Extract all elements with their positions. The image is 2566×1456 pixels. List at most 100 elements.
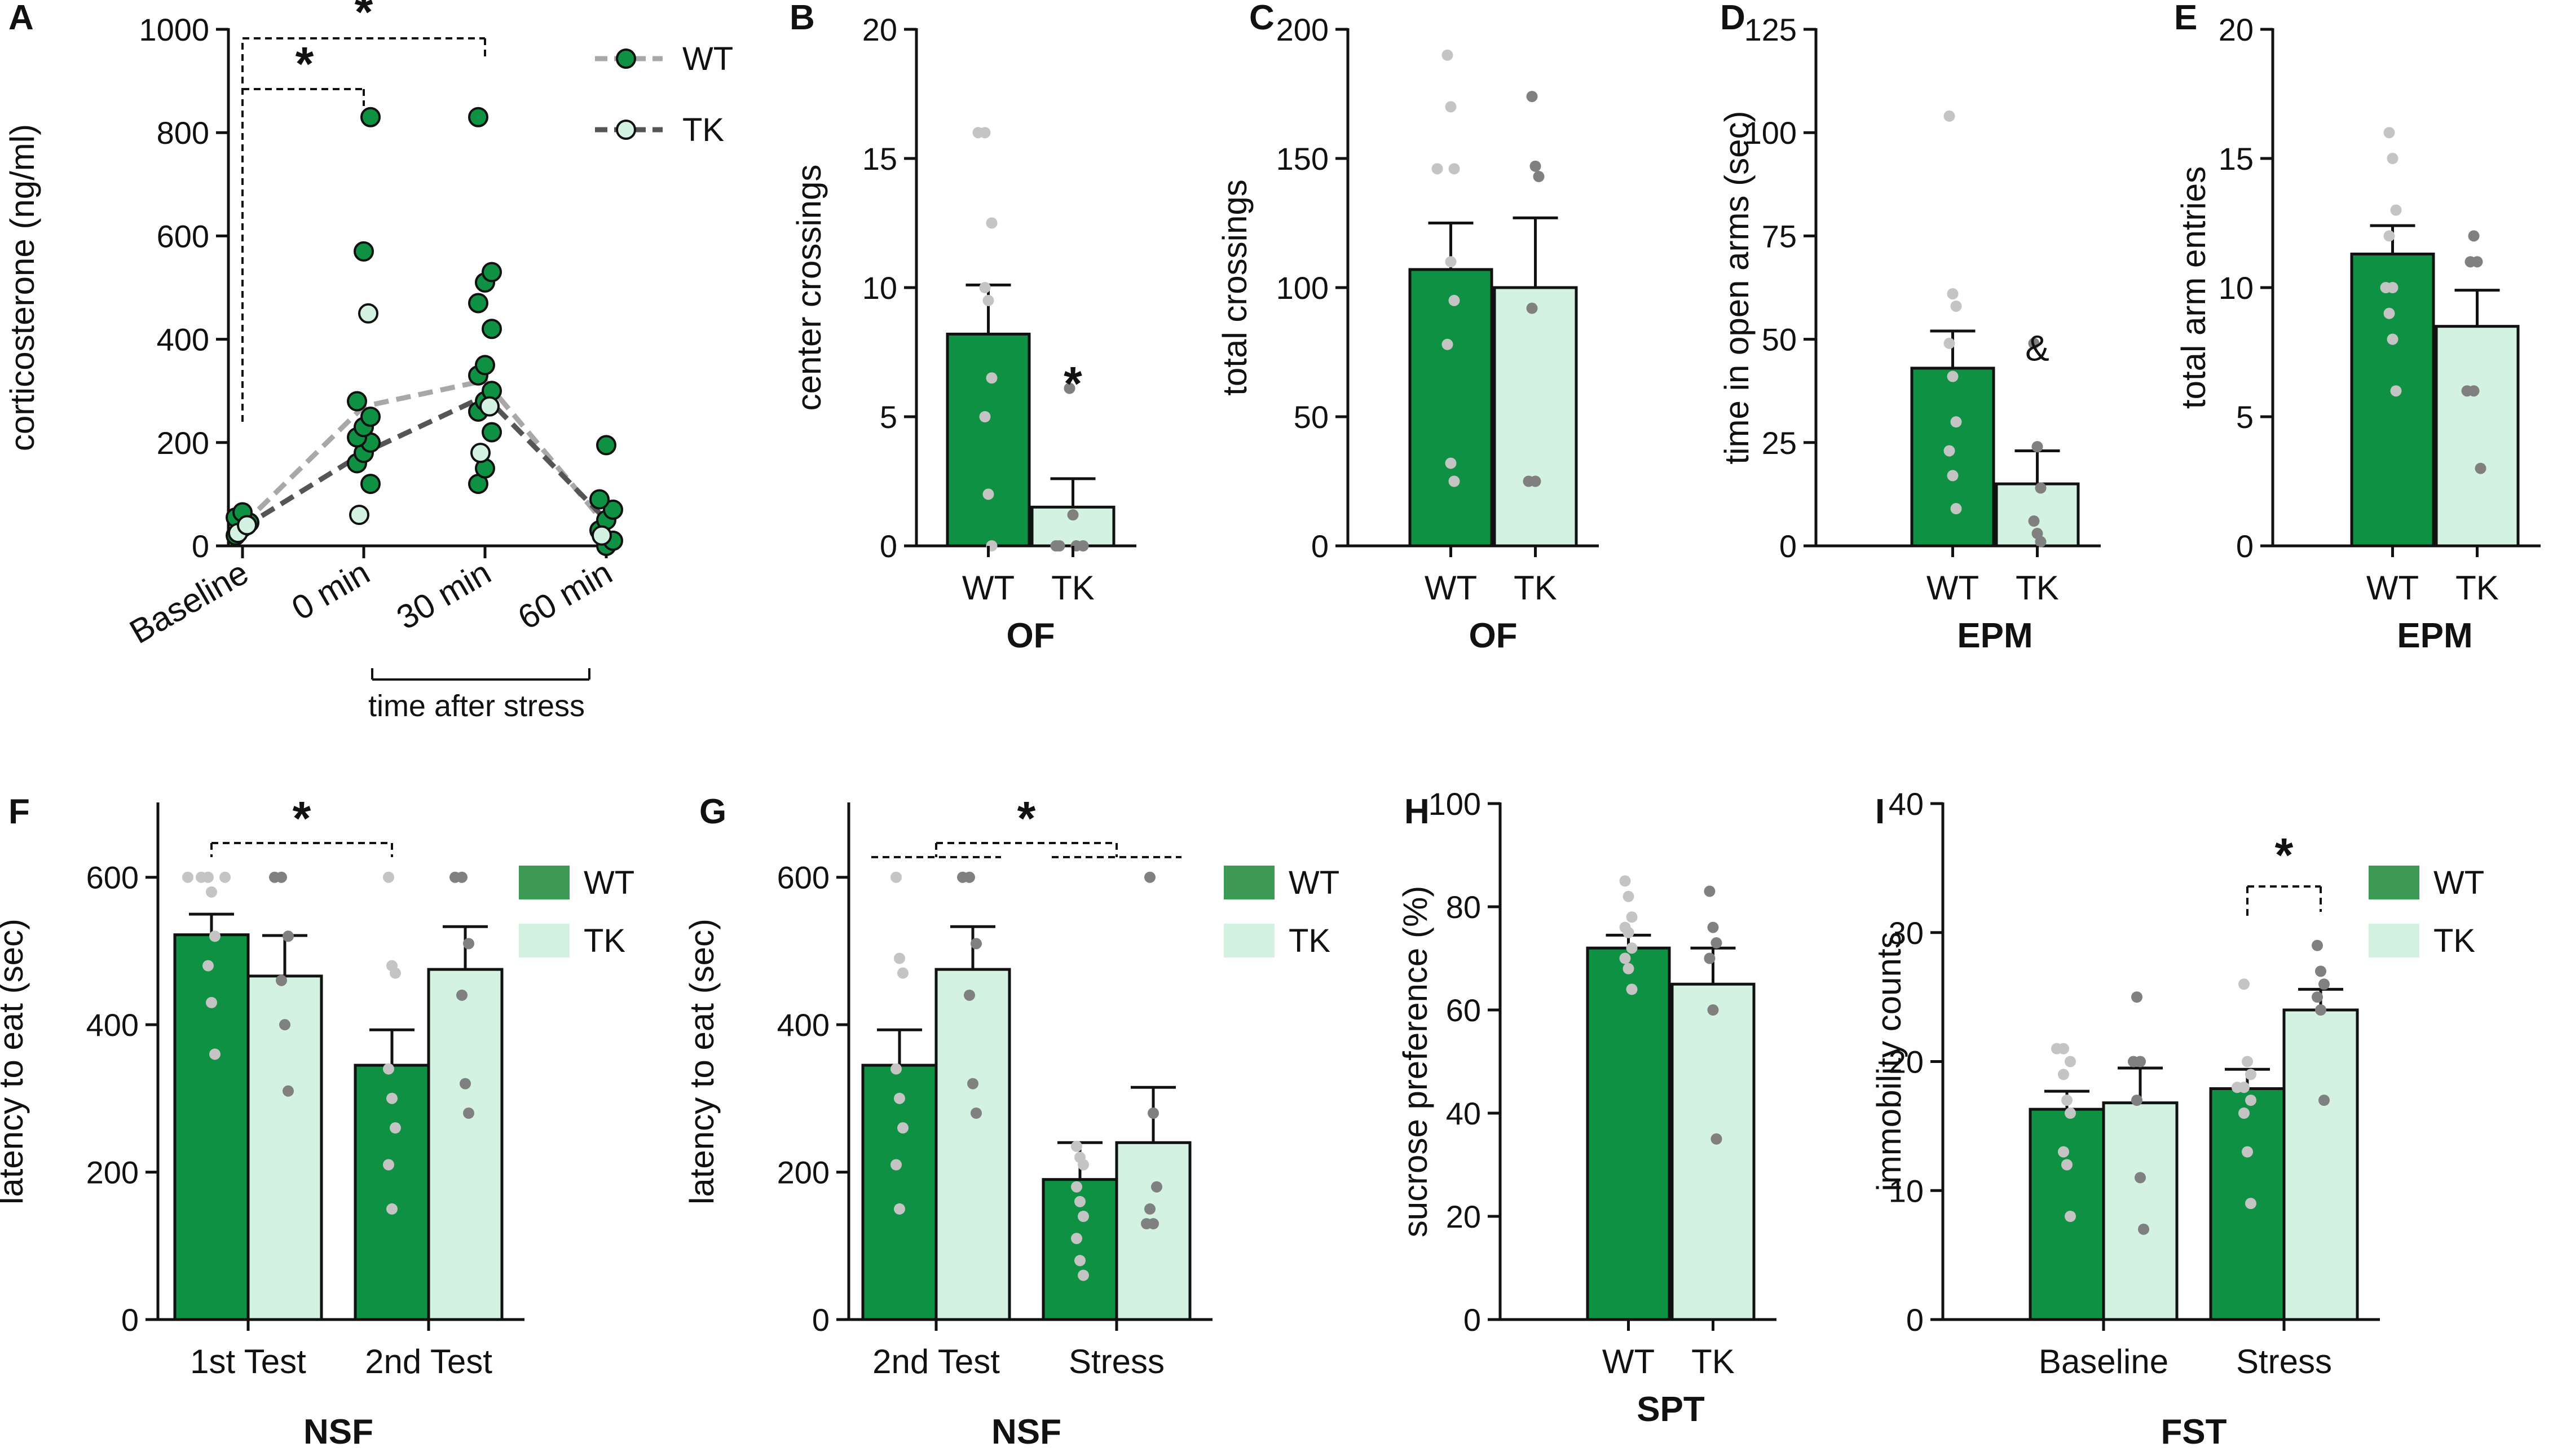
- tk-data-point: [1050, 540, 1062, 551]
- wt-data-point: [383, 871, 394, 883]
- wt-data-point: [219, 871, 231, 883]
- legend-tk-swatch: [2369, 924, 2419, 958]
- wt-data-point: [202, 960, 214, 972]
- wt-data-point: [2245, 1198, 2256, 1210]
- y-tick-label: 0: [1779, 528, 1797, 564]
- tk-data-point: [276, 974, 287, 986]
- wt-data-point: [1071, 1140, 1082, 1152]
- wt-data-point: [1441, 338, 1453, 350]
- panel-label: H: [1404, 792, 1430, 831]
- panel-label: F: [8, 792, 30, 831]
- x-tick-label: Baseline: [124, 553, 255, 651]
- x-tick-label: WT: [962, 569, 1015, 607]
- wt-data-point: [972, 127, 984, 139]
- x-tick-label: 2nd Test: [365, 1343, 492, 1380]
- wt-data-point: [2238, 978, 2250, 990]
- tk-data-point: [279, 1019, 290, 1031]
- tk-data-point: [2035, 482, 2047, 494]
- tk-data-point: [1523, 475, 1535, 487]
- significance-star: *: [1017, 792, 1036, 845]
- y-tick-label: 0: [192, 528, 209, 564]
- y-tick-label: 25: [1762, 425, 1797, 461]
- wt-data-point: [894, 1203, 905, 1215]
- wt-data-point: [182, 871, 193, 883]
- significance-marker: &: [2025, 328, 2049, 368]
- tk-data-point: [2028, 337, 2040, 349]
- significance-star: *: [293, 792, 311, 845]
- significance-star: *: [355, 0, 373, 38]
- x-tick-label: Baseline: [2039, 1343, 2168, 1380]
- wt-point: [468, 107, 488, 127]
- wt-point: [596, 435, 616, 456]
- bar-tk-F: [427, 968, 504, 1321]
- tk-data-point: [1526, 91, 1538, 103]
- tk-data-point: [2131, 1095, 2142, 1106]
- wt-point: [589, 489, 610, 510]
- tk-data-point: [971, 938, 982, 950]
- legend-tk-label: TK: [682, 112, 724, 148]
- significance-star: *: [2275, 828, 2294, 881]
- legend-tk-label: TK: [2433, 923, 2475, 959]
- tk-data-point: [2461, 385, 2473, 397]
- y-tick-label: 50: [1294, 399, 1329, 435]
- wt-data-point: [1619, 952, 1631, 964]
- panel-label: G: [699, 792, 726, 831]
- wt-data-point: [2242, 1056, 2253, 1067]
- group-label: FST: [2161, 1413, 2226, 1451]
- bar-tk-E: [2435, 325, 2520, 548]
- y-tick-label: 15: [2219, 141, 2254, 177]
- y-axis-label: total crossings: [1216, 179, 1254, 396]
- wt-data-point: [1445, 256, 1457, 268]
- bar-wt-B: [946, 332, 1031, 548]
- wt-data-point: [2061, 1095, 2073, 1106]
- y-tick-label: 0: [880, 528, 897, 564]
- y-tick-label: 20: [1446, 1199, 1481, 1234]
- tk-data-point: [1529, 160, 1541, 172]
- panel-label: I: [1875, 792, 1885, 831]
- wt-data-point: [979, 282, 991, 293]
- tk-data-point: [1144, 1203, 1156, 1215]
- tk-data-point: [2131, 991, 2142, 1003]
- x-tick-label: 30 min: [390, 553, 497, 637]
- tk-data-point: [964, 989, 975, 1001]
- tk-data-point: [1533, 171, 1545, 183]
- group-label: SPT: [1637, 1390, 1705, 1429]
- wt-data-point: [897, 967, 909, 979]
- y-tick-label: 200: [1276, 12, 1329, 47]
- y-tick-label: 400: [777, 1007, 830, 1043]
- bar-tk-G: [934, 968, 1011, 1321]
- wt-data-point: [1074, 1195, 1086, 1207]
- wt-data-point: [897, 1122, 909, 1134]
- y-tick-label: 80: [1446, 889, 1481, 925]
- wt-data-point: [890, 1159, 902, 1171]
- legend-wt-label: WT: [1289, 864, 1339, 901]
- wt-point: [482, 319, 502, 339]
- wt-data-point: [1950, 300, 1962, 312]
- x-tick-label: 2nd Test: [872, 1343, 1000, 1380]
- wt-data-point: [1445, 101, 1457, 113]
- y-axis-label: time in open arms (sec): [1718, 111, 1756, 465]
- tk-data-point: [2312, 939, 2323, 951]
- tk-data-point: [2035, 536, 2047, 548]
- wt-data-point: [890, 871, 902, 883]
- tk-point: [237, 515, 257, 536]
- tk-data-point: [1064, 382, 1075, 394]
- y-axis-label: center crossings: [790, 165, 828, 411]
- wt-data-point: [894, 1092, 905, 1104]
- wt-point: [360, 407, 381, 427]
- x-tick-label: TK: [1514, 569, 1557, 607]
- wt-point: [347, 391, 367, 412]
- y-axis-label: corticosterone (ng/ml): [3, 124, 41, 451]
- y-tick-label: 15: [862, 141, 897, 177]
- significance-marker: *: [1064, 357, 1082, 410]
- y-axis-label: total arm entries: [2175, 166, 2212, 409]
- legend-wt-swatch: [2369, 866, 2419, 899]
- y-tick-label: 1000: [139, 12, 209, 47]
- y-tick-label: 10: [1889, 1173, 1924, 1208]
- y-tick-label: 20: [1889, 1044, 1924, 1080]
- wt-data-point: [390, 1122, 401, 1134]
- y-tick-label: 20: [2219, 12, 2254, 47]
- wt-data-point: [2390, 385, 2402, 397]
- wt-data-point: [1947, 370, 1959, 382]
- bar-wt-F: [173, 933, 250, 1321]
